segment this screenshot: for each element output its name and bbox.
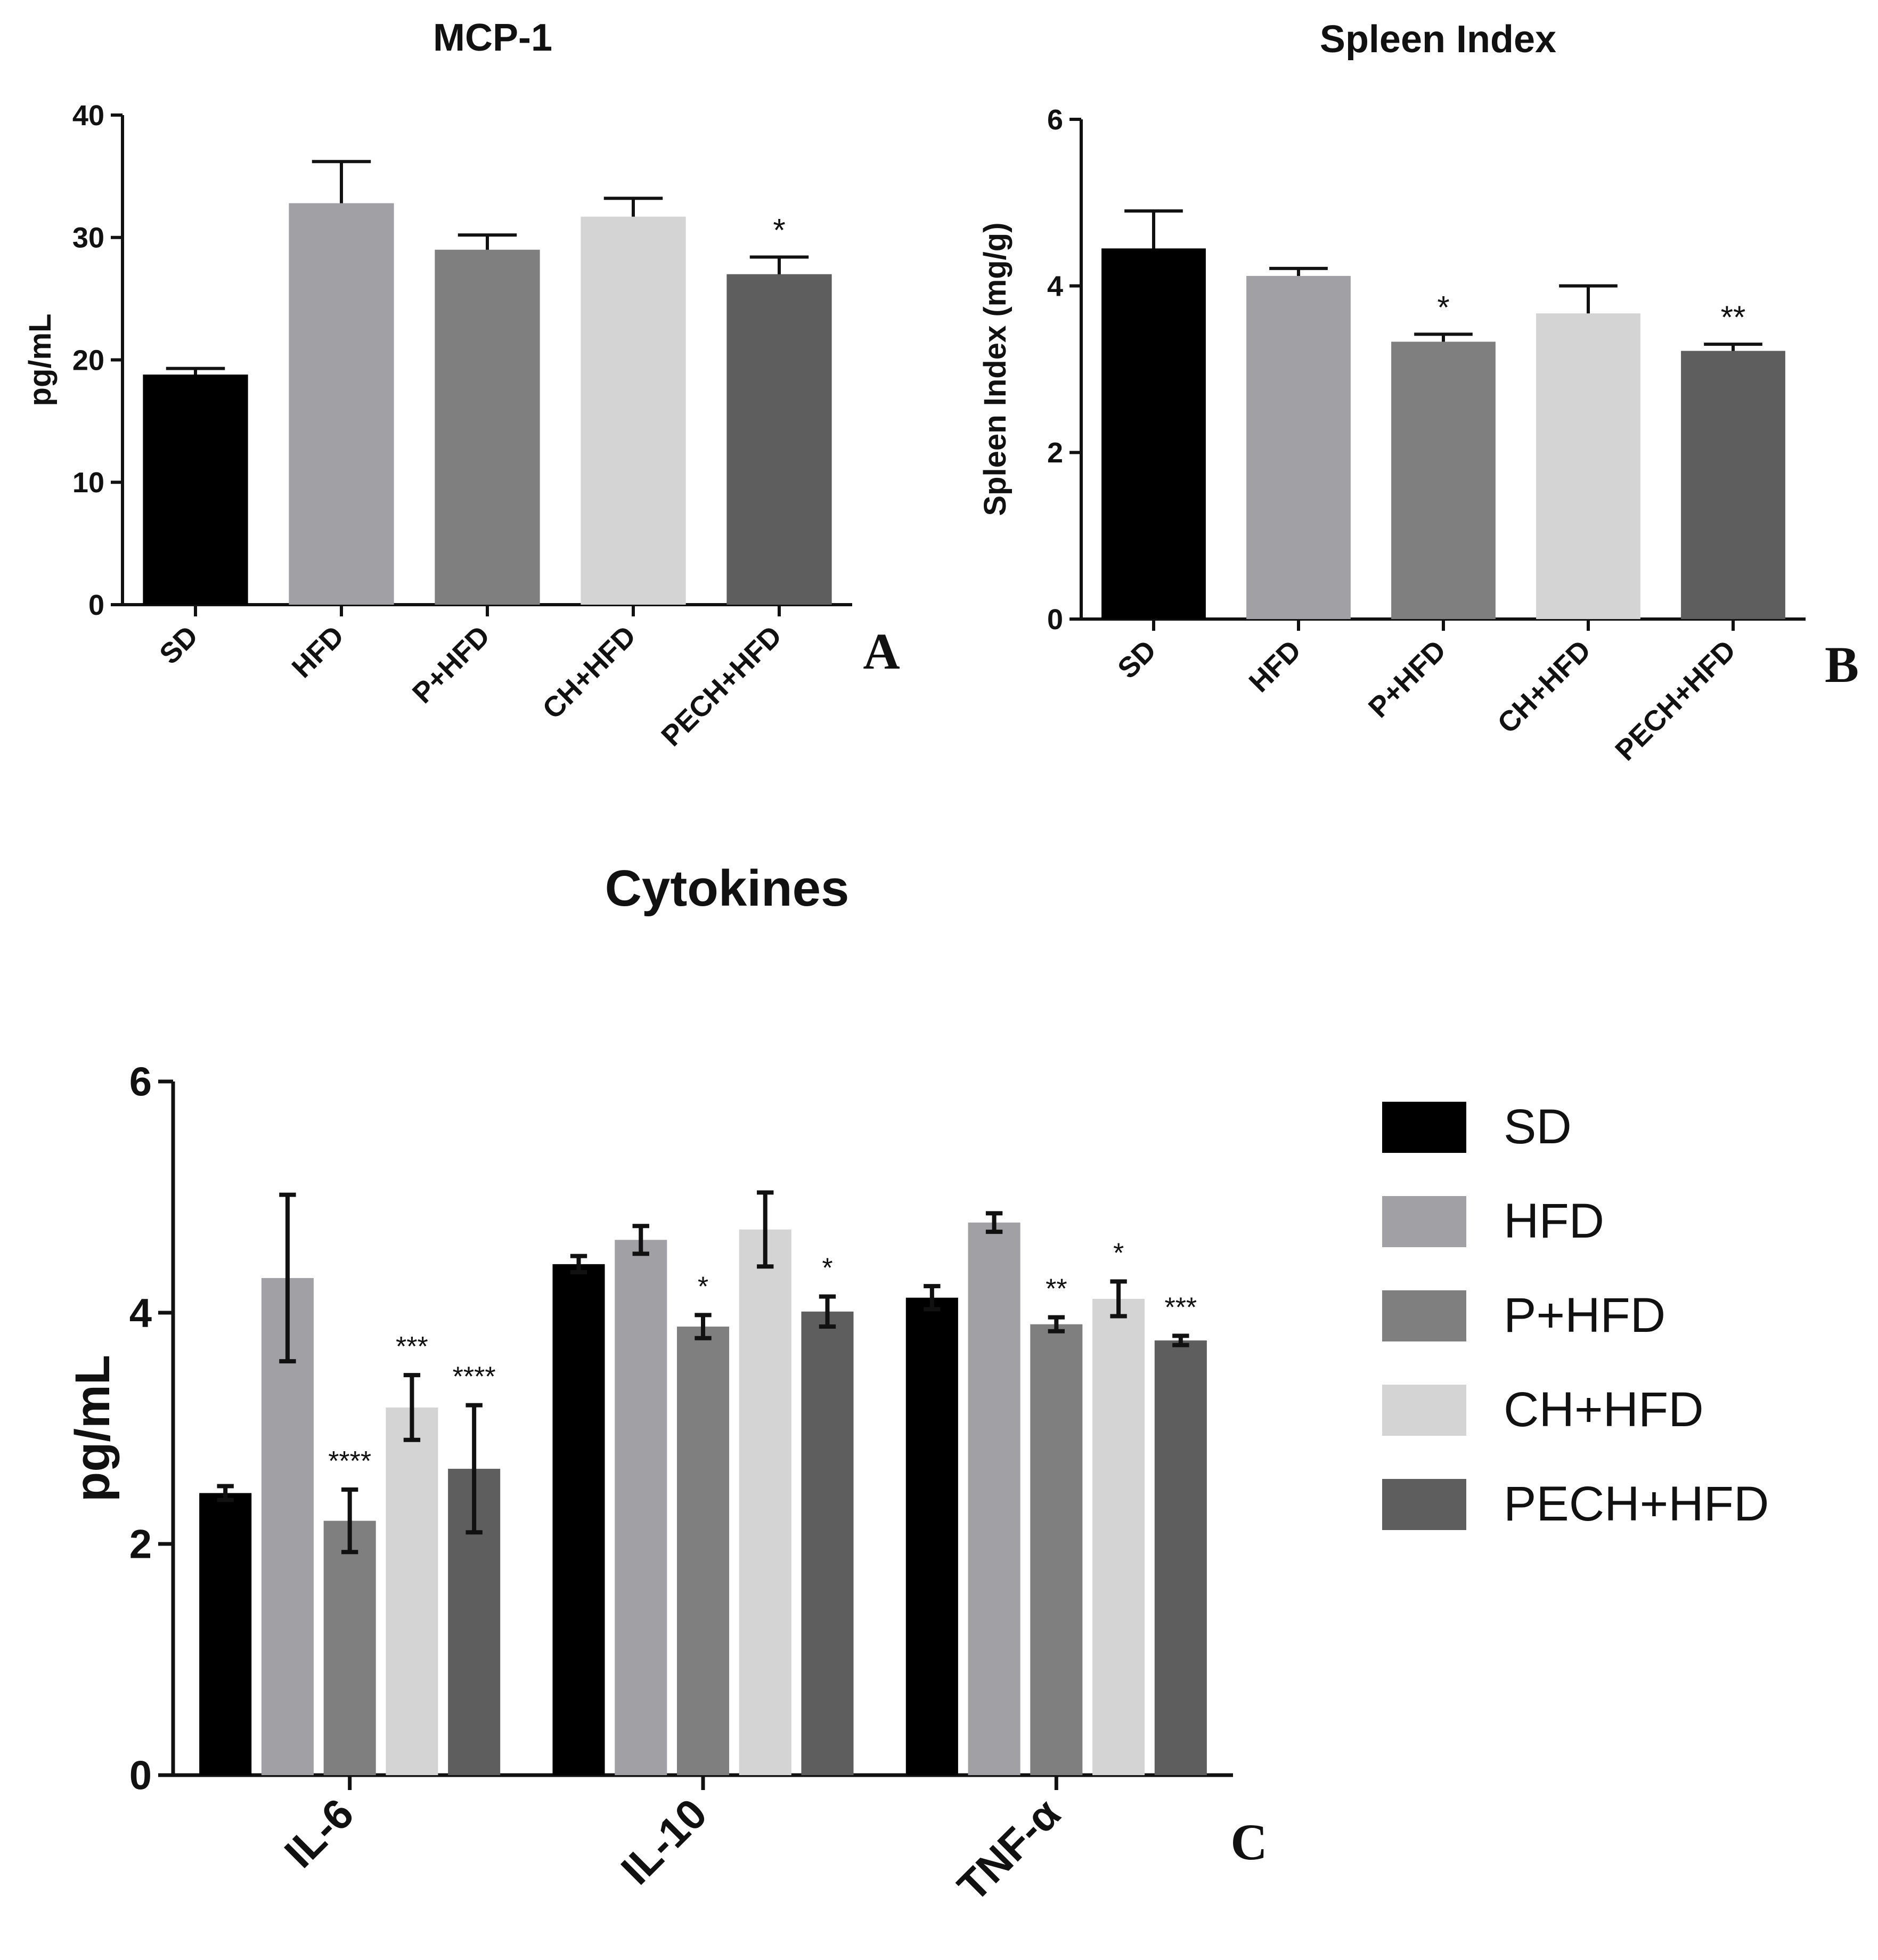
bar-hfd-tnf- [968,1222,1020,1775]
significance-marker: **** [453,1362,496,1393]
x-category-label: SD [153,620,204,670]
chart-title: Spleen Index [1320,18,1556,61]
bar-sd-il-6 [199,1493,252,1775]
x-category-label: PECH+HFD [1609,634,1742,767]
significance-marker: *** [396,1331,428,1362]
significance-marker: * [773,213,785,248]
legend-label: PECH+HFD [1504,1477,1769,1531]
bar-sd-il-10 [552,1264,605,1775]
y-axis-label: Spleen Index (mg/g) [978,222,1013,516]
x-category-label: P+HFD [1362,634,1452,724]
x-category-label: TNF-α [949,1790,1069,1910]
chart-title: MCP-1 [433,17,552,59]
chart-title: Cytokines [605,860,850,917]
legend-swatch [1382,1290,1466,1341]
y-tick-label: 4 [129,1291,152,1336]
panel-C: Cytokines0246***********IL-6**IL-10*****… [66,860,1769,1910]
y-tick-label: 40 [72,100,104,132]
bar-hfd-il-10 [615,1240,667,1775]
bar-pech-hfd-tnf- [1154,1340,1207,1775]
x-category-label: HFD [286,620,350,684]
significance-marker: * [1437,289,1449,325]
x-category-label: CH+HFD [1491,634,1597,739]
significance-marker: ** [1046,1274,1067,1305]
bar-p-hfd [435,249,540,605]
legend-swatch [1382,1102,1466,1153]
x-category-label: SD [1112,634,1162,685]
panel-label: A [863,623,900,680]
bar-ch-hfd-tnf- [1092,1298,1145,1775]
legend-swatch [1382,1196,1466,1247]
panel-label: C [1230,1813,1267,1870]
bar-p-hfd-il-10 [676,1327,730,1775]
significance-marker: ** [1721,299,1746,335]
x-category-label: CH+HFD [536,620,642,725]
y-tick-label: 6 [1047,104,1063,136]
y-tick-label: 6 [129,1060,152,1105]
y-tick-label: 0 [129,1753,152,1799]
x-category-label: HFD [1243,634,1308,698]
bar-pech-hfd [726,274,832,605]
legend-swatch [1382,1385,1466,1436]
y-tick-label: 30 [72,222,104,254]
y-tick-label: 10 [72,467,104,499]
bar-p-hfd-tnf- [1030,1324,1083,1775]
y-tick-label: 4 [1047,271,1063,303]
bar-hfd [1246,275,1351,619]
y-tick-label: 20 [72,344,104,376]
legend-label: CH+HFD [1504,1382,1704,1437]
panel-B: Spleen Index 0 2 4 6 SD HFD * P+HFD CH+HFD ** PECH+… [978,18,1859,767]
bar-sd [1101,248,1206,620]
significance-marker: *** [1164,1292,1197,1323]
bar-ch-hfd [1536,313,1640,619]
y-tick-label: 2 [1047,437,1063,469]
significance-marker: * [1113,1238,1124,1268]
legend-label: P+HFD [1504,1288,1665,1343]
legend-label: HFD [1504,1194,1604,1248]
panel-A: MCP-1 0 10 20 30 40 SD HFD P+HFD CH+HFD * PECH+HFD p… [23,17,900,752]
x-category-label: P+HFD [406,620,496,710]
bar-hfd [289,203,394,605]
bar-ch-hfd-il-10 [739,1229,791,1775]
x-category-label: IL-6 [275,1790,363,1877]
y-tick-label: 0 [1047,604,1063,636]
bar-pech-hfd [1681,351,1785,619]
bar-p-hfd [1391,341,1496,619]
legend-swatch [1382,1479,1466,1530]
significance-marker: **** [328,1446,371,1477]
legend: SD HFD P+HFD CH+HFD PECH+HFD [1382,1100,1769,1531]
y-tick-label: 0 [88,589,104,621]
significance-marker: * [822,1253,832,1284]
bar-pech-hfd-il-10 [801,1311,854,1775]
panel-label: B [1825,636,1859,693]
legend-label: SD [1504,1100,1572,1154]
bar-sd [143,375,248,605]
bar-p-hfd-il-6 [323,1520,376,1775]
y-axis-label: pg/mL [66,1355,120,1502]
y-axis-label: pg/mL [23,314,58,406]
y-tick-label: 2 [129,1522,152,1567]
significance-marker: * [698,1271,708,1302]
bar-ch-hfd-il-6 [386,1407,438,1775]
bar-ch-hfd [581,216,686,605]
x-category-label: PECH+HFD [655,620,788,752]
bar-sd-tnf- [905,1297,958,1775]
x-category-label: IL-10 [612,1790,716,1893]
